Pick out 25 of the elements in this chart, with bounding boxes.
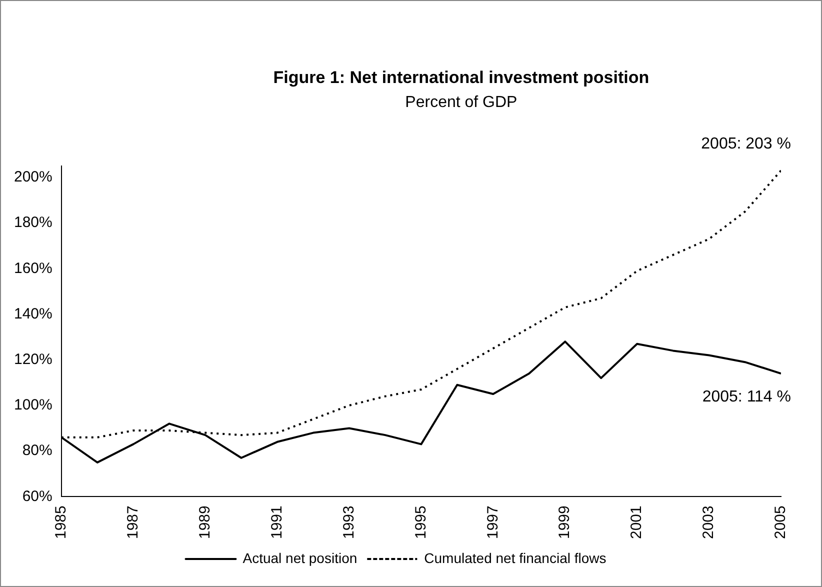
x-tick-label: 2003 [700,506,718,540]
annotation: 2005: 114 % [702,388,791,406]
x-tick-label: 1999 [556,506,574,540]
x-tick-label: 1995 [412,506,430,540]
x-tick-label: 1993 [340,506,358,540]
y-tick-label: 180% [14,214,52,232]
legend-label: Cumulated net financial flows [424,550,606,566]
x-tick-label: 2005 [772,506,790,540]
y-tick-label: 160% [14,260,52,277]
y-tick-label: 60% [22,488,52,505]
x-tick-label: 1991 [268,506,286,540]
y-tick-label: 80% [22,442,52,460]
x-tick-label: 1985 [52,506,70,540]
x-tick-label: 1987 [124,506,142,540]
chart-title: Figure 1: Net international investment position [273,68,650,87]
x-tick-label: 1989 [196,506,214,540]
annotation: 2005: 203 % [701,136,791,153]
legend-label: Actual net position [242,550,358,566]
y-tick-label: 100% [14,396,52,414]
y-tick-label: 200% [14,168,52,186]
x-tick-label: 1997 [484,506,502,540]
x-tick-label: 2001 [628,506,646,540]
y-tick-label: 140% [14,305,52,322]
y-tick-label: 120% [14,350,52,368]
chart-subtitle: Percent of GDP [405,94,518,111]
